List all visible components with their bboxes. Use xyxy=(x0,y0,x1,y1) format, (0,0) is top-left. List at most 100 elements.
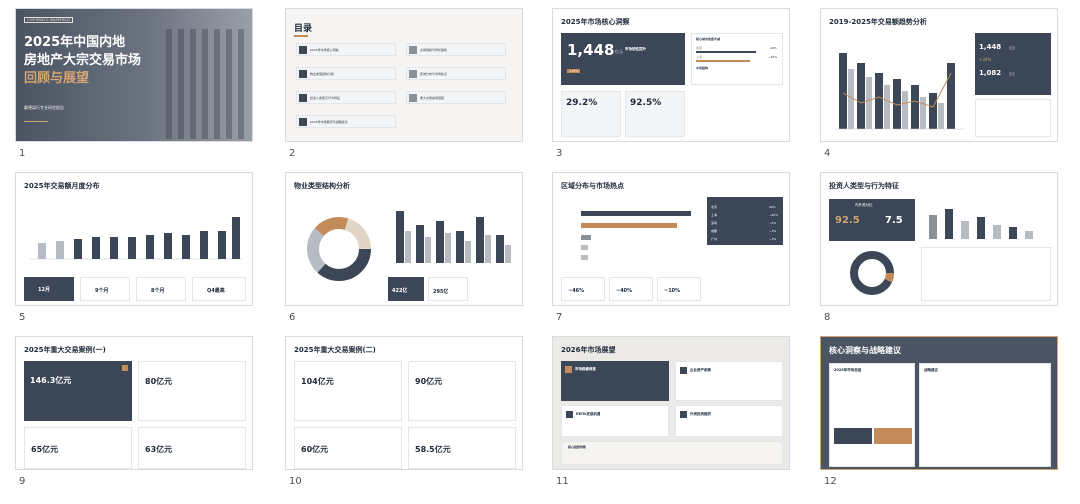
kpi-value: 1,448 xyxy=(567,41,615,59)
chart-icon xyxy=(566,411,573,418)
slide-number-7: 7 xyxy=(556,312,563,323)
chart-bar xyxy=(1025,231,1033,239)
slide-number-10: 10 xyxy=(289,476,302,487)
chart-bar xyxy=(56,241,64,259)
outlook-card: 外资投资趋势 xyxy=(675,405,783,437)
region-bar-chart xyxy=(581,211,691,260)
slide-number-5: 5 xyxy=(19,312,26,323)
slide-title: 核心洞察与战略建议 xyxy=(829,346,901,355)
kpi-card: ~10% xyxy=(657,277,701,301)
kpi-unit: 亿元 xyxy=(615,49,623,54)
donut-slice xyxy=(850,251,894,295)
kpi-card: 12月 xyxy=(24,277,74,301)
slide-title: 2025年市场核心洞察 xyxy=(561,18,630,26)
trend-icon xyxy=(565,366,572,373)
slide-title: 2026年市场展望 xyxy=(561,346,616,354)
cover-subtitle: 戴德梁行专业研究报告 xyxy=(24,105,64,110)
slide-thumbnail-4[interactable]: 2019-2025年交易额趋势分析 1,448 亿元 +34% 1,082 亿元 xyxy=(820,8,1058,142)
chart-bar xyxy=(232,217,240,259)
kpi-card: 9个月 xyxy=(80,277,130,301)
slide-number-2: 2 xyxy=(289,148,296,159)
chart-bar xyxy=(893,79,901,129)
slide-number-12: 12 xyxy=(824,476,837,487)
donut-slice xyxy=(850,251,894,295)
kpi-card: 422亿 xyxy=(388,277,424,301)
kpi-card: 295亿 xyxy=(428,277,468,301)
slide-title: 2025年重大交易案例(二) xyxy=(294,346,376,354)
city-share-card: 北京 44% 上海 ~40% 深圳 ~5% 成都 ~3% 广州 ~3% xyxy=(707,197,783,245)
chart-bar xyxy=(581,245,588,250)
summary-panel: 2025年市场总结 xyxy=(829,363,915,467)
chart-bar xyxy=(416,225,424,263)
slide-thumbnail-5[interactable]: 2025年交易额月度分布 12月 9个月 8个月 Q4最高 xyxy=(15,172,253,306)
chart-bar xyxy=(920,97,926,129)
property-bar-chart xyxy=(396,211,511,263)
chart-bar xyxy=(961,221,969,239)
toc-item[interactable]: 投资人类型与行为特征 xyxy=(296,91,396,104)
domestic-foreign-card: 内外资对比 92.5 7.5 xyxy=(829,199,915,241)
toc-item[interactable]: 2026年市场展望与战略建议 xyxy=(296,115,396,128)
toc-item[interactable]: 物业类型结构分析 xyxy=(296,67,396,80)
deal-card-featured: 146.3亿元 xyxy=(24,361,132,421)
slide-number-11: 11 xyxy=(556,476,569,487)
chart-bar xyxy=(581,255,588,260)
cover-title-line1: 2025年中国内地 xyxy=(24,35,126,50)
cover-background xyxy=(16,9,252,141)
toc-item[interactable]: 重大交易案例回顾 xyxy=(406,91,506,104)
chart-bar xyxy=(476,217,484,263)
tag-icon xyxy=(122,365,128,371)
slide-thumbnail-9[interactable]: 2025年重大交易案例(一) 146.3亿元 80亿元 65亿元 63亿元 xyxy=(15,336,253,470)
deal-card: 60亿元 xyxy=(294,427,402,469)
slide-title: 2025年交易额月度分布 xyxy=(24,182,100,190)
cover-title-line3: 回顾与展望 xyxy=(24,71,90,86)
donut-slice xyxy=(307,217,371,281)
chart-bar xyxy=(92,237,100,259)
slide-thumbnail-8[interactable]: 投资人类型与行为特征 内外资对比 92.5 7.5 xyxy=(820,172,1058,306)
chart-bar xyxy=(938,103,944,129)
chart-bar xyxy=(839,53,847,129)
chart-bar xyxy=(465,241,471,263)
chart-bar xyxy=(866,77,872,129)
slide-title: 2025年重大交易案例(一) xyxy=(24,346,106,354)
investor-notes xyxy=(921,247,1051,301)
deal-card: 65亿元 xyxy=(24,427,132,469)
kpi-dark-card: 1,448 亿元 +15% 市场韧性提升 xyxy=(561,33,685,85)
donut-slice xyxy=(307,217,371,281)
chart-bar xyxy=(146,235,154,259)
chart-bar xyxy=(110,237,118,259)
slide-thumbnail-3[interactable]: 2025年市场核心洞察 1,448 亿元 +15% 市场韧性提升 核心城市热度不… xyxy=(552,8,790,142)
slide-thumbnail-12[interactable]: 核心洞察与战略建议 2025年市场总结 战略建议 xyxy=(820,336,1058,470)
chart-bar xyxy=(911,85,919,129)
toc-title: 目录 xyxy=(294,24,313,34)
outlook-card: 企业资产剥离 xyxy=(675,361,783,401)
chart-bar xyxy=(993,225,1001,239)
kpi-card: ~40% xyxy=(609,277,653,301)
slide-thumbnail-1[interactable]: CUSHMAN & WAKEFIELD 2025年中国内地 房地产大宗交易市场 … xyxy=(15,8,253,142)
chart-bar xyxy=(945,209,953,239)
deal-card: 104亿元 xyxy=(294,361,402,421)
kpi-card: Q4最高 xyxy=(192,277,246,301)
toc-item[interactable]: 交易规模与增长趋势 xyxy=(406,43,506,56)
chart-bar xyxy=(164,233,172,259)
toc-item[interactable]: 区域分布与市场热点 xyxy=(406,67,506,80)
monthly-chart xyxy=(30,217,242,260)
slide-thumbnail-11[interactable]: 2026年市场展望 市场稳健修复 企业资产剥离 REITs发展机遇 外资投资趋势… xyxy=(552,336,790,470)
chart-bar xyxy=(581,235,591,240)
slide-thumbnail-10[interactable]: 2025年重大交易案例(二) 104亿元 90亿元 60亿元 58.5亿元 xyxy=(285,336,523,470)
deal-card: 90亿元 xyxy=(408,361,516,421)
slide-number-1: 1 xyxy=(19,148,26,159)
slide-thumbnail-7[interactable]: 区域分布与市场热点 北京 44% 上海 ~40% 深圳 ~5% 成都 ~3% 广州 ~3%… xyxy=(552,172,790,306)
slide-thumbnail-2[interactable]: 目录 2025年市场核心洞察 交易规模与增长趋势 物业类型结构分析 区域分布与市… xyxy=(285,8,523,142)
summary-card: 1,448 亿元 +34% 1,082 亿元 xyxy=(975,33,1051,95)
brand-label: CUSHMAN & WAKEFIELD xyxy=(24,17,73,23)
chart-bar xyxy=(902,91,908,129)
slide-thumbnail-6[interactable]: 物业类型结构分析 422亿 295亿 xyxy=(285,172,523,306)
chart-bar xyxy=(128,237,136,259)
chart-bar xyxy=(485,235,491,263)
globe-icon xyxy=(680,411,687,418)
kpi-card: 8个月 xyxy=(136,277,186,301)
toc-item[interactable]: 2025年市场核心洞察 xyxy=(296,43,396,56)
deal-card: 80亿元 xyxy=(138,361,246,421)
slide-number-6: 6 xyxy=(289,312,296,323)
cover-divider xyxy=(24,121,48,122)
